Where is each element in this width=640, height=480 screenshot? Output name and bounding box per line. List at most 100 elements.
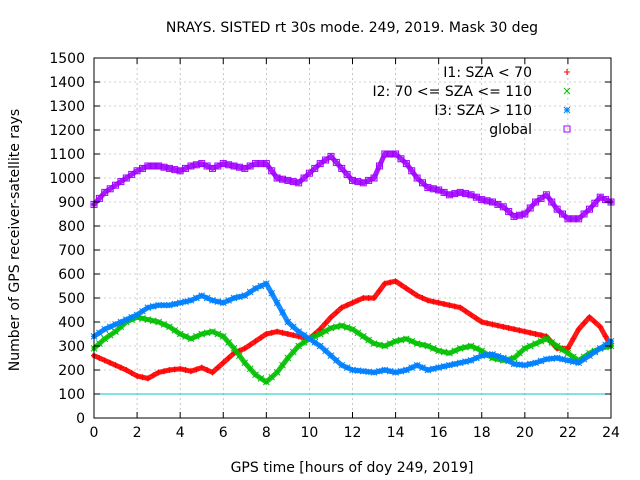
data-point xyxy=(435,186,443,194)
data-point-interp xyxy=(96,355,103,361)
data-point xyxy=(521,328,528,335)
data-point-interp xyxy=(300,174,308,182)
data-point xyxy=(101,335,109,343)
data-point-interp xyxy=(602,333,609,340)
data-point-interp xyxy=(204,367,211,373)
data-point-interp xyxy=(343,170,351,178)
data-point xyxy=(112,362,119,369)
data-point-interp xyxy=(559,210,567,218)
data-point-interp xyxy=(160,321,168,328)
data-point xyxy=(478,319,485,325)
data-point xyxy=(478,196,486,204)
data-point-interp xyxy=(225,355,232,361)
data-point-interp xyxy=(365,176,373,184)
data-point xyxy=(262,160,270,168)
data-point-interp xyxy=(332,158,340,166)
data-point xyxy=(543,355,550,363)
data-point-interp xyxy=(484,320,491,327)
data-point xyxy=(392,369,399,376)
data-point xyxy=(499,203,507,211)
data-point xyxy=(144,304,152,311)
data-point-interp xyxy=(376,287,383,294)
x-tick-label: 10 xyxy=(301,425,319,441)
data-point xyxy=(456,359,464,367)
data-point-interp xyxy=(257,282,265,290)
y-tick-label: 0 xyxy=(76,411,85,427)
x-tick-label: 24 xyxy=(602,425,620,441)
data-point xyxy=(381,366,389,374)
data-point-interp xyxy=(419,341,426,349)
data-point xyxy=(564,349,572,357)
data-point xyxy=(155,369,162,376)
data-point-interp xyxy=(279,329,286,336)
data-point-interp xyxy=(149,303,157,310)
data-point-interp xyxy=(591,199,599,207)
data-point-interp xyxy=(494,352,502,360)
data-point-interp xyxy=(289,323,297,331)
data-point xyxy=(392,278,399,285)
legend-marker-i2 xyxy=(563,87,571,95)
y-tick-label: 700 xyxy=(58,243,85,259)
data-point-interp xyxy=(268,289,276,297)
data-point-interp xyxy=(354,367,362,374)
data-point-interp xyxy=(591,348,599,356)
data-point-interp xyxy=(246,365,254,373)
data-point xyxy=(133,167,141,175)
data-point xyxy=(456,345,464,352)
data-point-interp xyxy=(182,367,189,373)
y-tick-label: 900 xyxy=(58,195,85,211)
data-point xyxy=(338,164,346,172)
data-point-interp xyxy=(289,348,297,356)
data-point-interp xyxy=(462,308,469,315)
data-point xyxy=(284,176,292,184)
legend-marker-i3 xyxy=(563,106,571,114)
data-point xyxy=(359,333,367,340)
data-point-interp xyxy=(225,339,232,346)
data-point-interp xyxy=(246,288,254,296)
y-tick-label: 600 xyxy=(58,267,85,283)
x-tick-label: 6 xyxy=(219,425,228,441)
data-point xyxy=(273,174,281,182)
data-point-interp xyxy=(235,163,243,171)
data-point-interp xyxy=(365,336,373,344)
data-point xyxy=(241,359,249,367)
data-point-interp xyxy=(408,167,416,175)
data-point xyxy=(489,321,496,328)
data-point xyxy=(187,335,195,343)
data-point-interp xyxy=(451,347,459,355)
data-point xyxy=(262,280,270,287)
data-point-interp xyxy=(516,327,523,334)
data-point xyxy=(349,299,356,306)
data-point xyxy=(112,328,119,335)
data-point-interp xyxy=(268,329,275,336)
data-point-interp xyxy=(548,198,556,206)
data-point-interp xyxy=(139,315,146,322)
data-point xyxy=(370,369,378,376)
data-point xyxy=(176,167,184,175)
data-point-interp xyxy=(182,164,190,172)
data-point xyxy=(306,335,313,343)
data-point xyxy=(316,342,324,350)
x-tick-label: 4 xyxy=(176,425,185,441)
data-point-interp xyxy=(548,339,556,346)
data-point-interp xyxy=(322,347,329,355)
data-point xyxy=(542,191,550,199)
data-point-interp xyxy=(344,302,351,309)
data-point xyxy=(553,354,561,362)
data-point xyxy=(273,369,281,376)
data-point-interp xyxy=(343,364,351,371)
data-point xyxy=(532,340,539,347)
y-tick-label: 1000 xyxy=(49,171,85,187)
data-point xyxy=(209,297,216,304)
data-point-interp xyxy=(451,303,458,310)
data-point-interp xyxy=(376,341,383,349)
data-point xyxy=(101,188,109,196)
data-point xyxy=(467,191,475,199)
data-point-interp xyxy=(429,185,437,193)
data-point-interp xyxy=(473,354,480,362)
x-tick-label: 12 xyxy=(344,425,362,441)
data-point xyxy=(295,179,303,187)
data-point-interp xyxy=(268,373,276,381)
data-point xyxy=(370,174,378,182)
data-point-interp xyxy=(440,188,448,196)
